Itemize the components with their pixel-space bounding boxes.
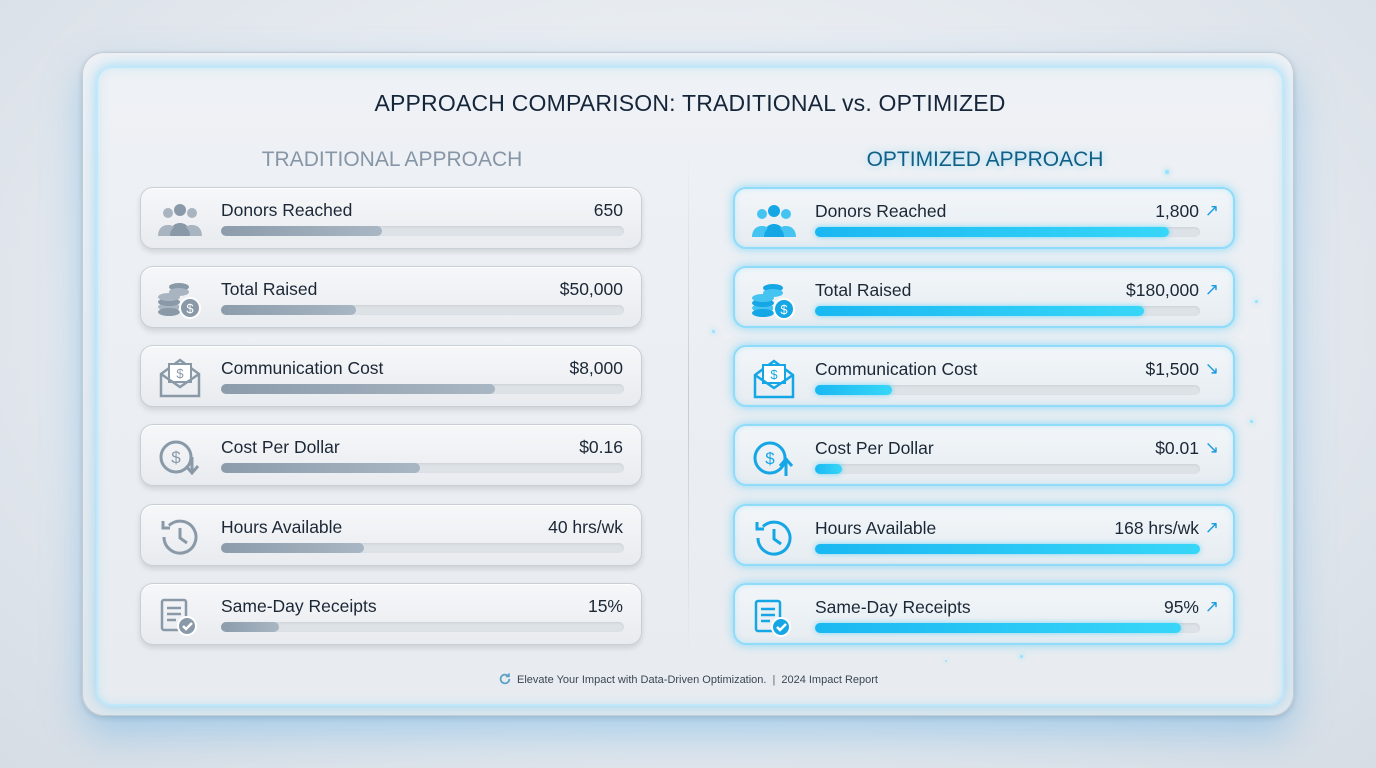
metric-label: Hours Available [815, 518, 937, 538]
metric-value: 168 hrs/wk [1114, 518, 1199, 538]
svg-text:$: $ [770, 367, 778, 382]
optimized-metric-card: Same-Day Receipts 95% ↗ [733, 583, 1235, 645]
metric-label: Total Raised [221, 279, 318, 299]
optimized-metric-card: Hours Available 168 hrs/wk ↗ [733, 504, 1235, 566]
trend-up-icon: ↗ [1204, 280, 1219, 299]
metric-value: $8,000 [569, 358, 623, 378]
trend-down-icon: ↘ [1204, 438, 1219, 457]
trend-down-icon: ↘ [1204, 359, 1219, 378]
metric-label: Same-Day Receipts [815, 597, 971, 617]
optimized-metric-card: $ Communication Cost $1,500 ↘ [733, 345, 1235, 407]
refresh-icon [498, 672, 512, 686]
progress-track [221, 305, 624, 315]
traditional-metric-card: Donors Reached 650 [140, 187, 642, 249]
coins-icon: $ [749, 278, 799, 322]
column-divider [688, 150, 689, 660]
receipt-check-icon [155, 594, 205, 638]
progress-track [815, 464, 1200, 474]
progress-bar [221, 226, 383, 236]
progress-bar [815, 385, 892, 395]
metric-value: 95% [1163, 597, 1199, 617]
progress-bar [815, 464, 842, 474]
progress-track [815, 623, 1200, 633]
people-icon [749, 199, 799, 243]
envelope-dollar-icon: $ [155, 356, 205, 400]
metric-value: 1,800 [1155, 201, 1199, 221]
progress-track [815, 385, 1200, 395]
footer-report: 2024 Impact Report [781, 674, 878, 686]
progress-track [815, 544, 1200, 554]
dollar-down-icon: $ [155, 435, 205, 479]
progress-track [815, 227, 1200, 237]
svg-text:$: $ [780, 302, 788, 317]
sparkle [1020, 655, 1023, 658]
svg-text:$: $ [171, 448, 181, 467]
progress-bar [815, 227, 1170, 237]
progress-track [221, 543, 624, 553]
progress-track [815, 306, 1200, 316]
trend-up-icon: ↗ [1204, 201, 1219, 220]
metric-label: Donors Reached [221, 200, 353, 220]
clock-history-icon [155, 515, 205, 559]
metric-value: 15% [587, 596, 623, 616]
sparkle [1165, 170, 1169, 174]
progress-track [221, 384, 624, 394]
sparkle [1250, 420, 1253, 423]
metric-value: $180,000 [1126, 280, 1199, 300]
svg-text:$: $ [765, 449, 775, 468]
trend-up-icon: ↗ [1204, 518, 1219, 537]
metric-value: $50,000 [559, 279, 623, 299]
metric-label: Same-Day Receipts [221, 596, 377, 616]
progress-bar [815, 544, 1200, 554]
page-title: APPROACH COMPARISON: TRADITIONAL vs. OPT… [374, 90, 1006, 116]
envelope-dollar-icon: $ [749, 357, 799, 401]
metric-value: 650 [593, 200, 623, 220]
progress-bar [221, 305, 356, 315]
traditional-metric-card: Same-Day Receipts 15% [140, 583, 642, 645]
traditional-metric-card: $ Communication Cost $8,000 [140, 345, 642, 407]
footer-separator: | [772, 674, 776, 686]
traditional-metric-card: Hours Available 40 hrs/wk [140, 504, 642, 566]
metric-label: Cost Per Dollar [815, 438, 934, 458]
progress-bar [221, 384, 496, 394]
sparkle [712, 330, 715, 333]
traditional-heading: TRADITIONAL APPROACH [261, 148, 523, 171]
progress-bar [815, 306, 1145, 316]
progress-bar [221, 622, 280, 632]
progress-track [221, 622, 624, 632]
metric-label: Communication Cost [221, 358, 384, 378]
progress-track [221, 226, 624, 236]
optimized-metric-card: $ Total Raised $180,000 ↗ [733, 266, 1235, 328]
svg-text:$: $ [176, 366, 184, 381]
traditional-metric-card: $ Cost Per Dollar $0.16 [140, 424, 642, 486]
sparkle [1255, 300, 1258, 303]
progress-bar [221, 543, 365, 553]
metric-label: Total Raised [815, 280, 912, 300]
svg-text:$: $ [186, 301, 194, 316]
people-icon [155, 198, 205, 242]
metric-label: Communication Cost [815, 359, 978, 379]
optimized-metric-card: Donors Reached 1,800 ↗ [733, 187, 1235, 249]
progress-track [221, 463, 624, 473]
optimized-metric-card: $ Cost Per Dollar $0.01 ↘ [733, 424, 1235, 486]
metric-label: Hours Available [221, 517, 343, 537]
metric-label: Donors Reached [815, 201, 947, 221]
receipt-check-icon [749, 595, 799, 639]
progress-bar [815, 623, 1181, 633]
metric-value: 40 hrs/wk [548, 517, 623, 537]
footer-tagline: Elevate Your Impact with Data-Driven Opt… [517, 674, 767, 686]
optimized-heading: OPTIMIZED APPROACH [866, 148, 1104, 171]
dollar-up-icon: $ [749, 436, 799, 480]
traditional-metric-card: $ Total Raised $50,000 [140, 266, 642, 328]
progress-bar [221, 463, 421, 473]
metric-label: Cost Per Dollar [221, 437, 340, 457]
clock-history-icon [749, 516, 799, 560]
trend-up-icon: ↗ [1204, 597, 1219, 616]
sparkle [945, 660, 947, 662]
metric-value: $0.16 [579, 437, 623, 457]
coins-icon: $ [155, 277, 205, 321]
footer: Elevate Your Impact with Data-Driven Opt… [0, 672, 1376, 686]
metric-value: $0.01 [1155, 438, 1199, 458]
metric-value: $1,500 [1145, 359, 1199, 379]
